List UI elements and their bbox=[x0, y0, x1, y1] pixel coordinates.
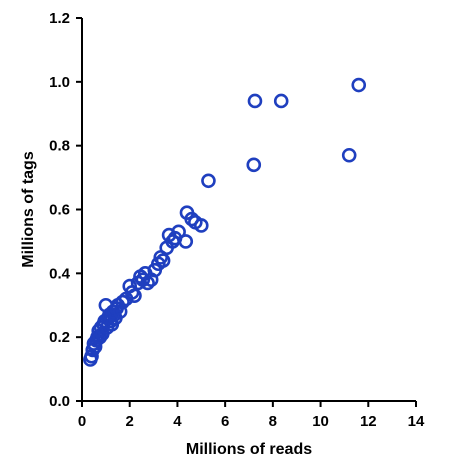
data-points bbox=[83, 77, 367, 367]
y-tick-label: 0.0 bbox=[49, 393, 70, 410]
x-tick-label: 10 bbox=[312, 413, 329, 430]
x-axis-title: Millions of reads bbox=[186, 441, 312, 458]
scatter-point bbox=[155, 253, 171, 268]
scatter-point bbox=[140, 275, 155, 291]
x-tick-label: 12 bbox=[360, 413, 377, 430]
scatter-point bbox=[127, 288, 142, 303]
scatter-point bbox=[171, 224, 186, 240]
scatter-point bbox=[246, 157, 262, 173]
scatter-point bbox=[184, 211, 200, 227]
x-tick-label: 14 bbox=[408, 413, 425, 430]
x-tick-label: 2 bbox=[126, 413, 134, 430]
scatter-point bbox=[273, 93, 289, 109]
y-tick-label: 0.6 bbox=[49, 202, 70, 219]
scatter-point bbox=[178, 234, 194, 249]
y-tick-label: 0.4 bbox=[49, 265, 71, 282]
x-tick-label: 6 bbox=[221, 413, 229, 430]
y-tick-label: 0.8 bbox=[49, 138, 70, 155]
x-tick-label: 8 bbox=[269, 413, 277, 430]
y-axis-ticks: 0.0 0.2 0.4 0.6 0.8 1.0 1.2 bbox=[49, 10, 82, 410]
y-tick-label: 1.2 bbox=[49, 10, 70, 27]
scatter-point bbox=[351, 77, 367, 93]
scatter-point bbox=[201, 173, 216, 189]
scatter-point bbox=[115, 294, 130, 310]
x-tick-label: 0 bbox=[78, 413, 86, 430]
x-axis-ticks: 0 2 4 6 8 10 12 14 bbox=[78, 401, 425, 430]
x-tick-label: 4 bbox=[173, 413, 182, 430]
scatter-point bbox=[341, 147, 357, 163]
y-tick-label: 1.0 bbox=[49, 74, 70, 91]
y-tick-label: 0.2 bbox=[49, 329, 70, 346]
y-axis-title: Millions of tags bbox=[20, 151, 37, 268]
scatter-point bbox=[112, 304, 128, 319]
scatter-point bbox=[247, 93, 263, 109]
scatter-point bbox=[193, 218, 209, 233]
